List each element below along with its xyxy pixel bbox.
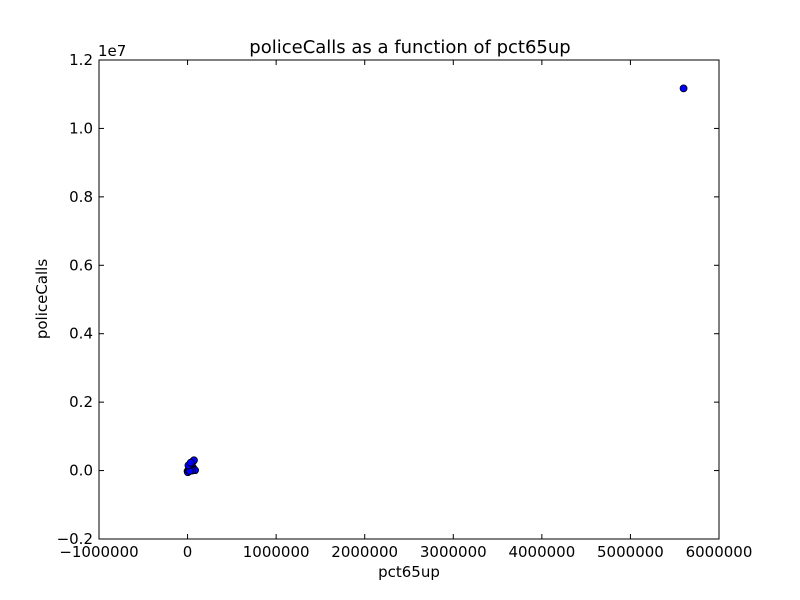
scatter-point [679,84,688,93]
y-tick-label: 1.0 [69,119,93,137]
x-tick-label: 1000000 [243,543,310,561]
x-tick-label: 2000000 [331,543,398,561]
y-axis-ticks: −0.2 0.0 0.2 0.4 0.6 0.8 1.0 1.2 [57,51,719,548]
plot-area-frame [98,59,720,540]
x-tick-label: 5000000 [597,543,664,561]
x-axis-label: pct65up [378,563,440,581]
x-tick-label: 4000000 [508,543,575,561]
chart-title: policeCalls as a function of pct65up [249,37,570,58]
y-tick-label: 0.8 [69,188,93,206]
x-tick-label: 3000000 [420,543,487,561]
y-tick-label: 1.2 [69,51,93,69]
y-tick-label: 0.6 [69,256,93,274]
y-tick-label: 0.2 [69,393,93,411]
x-axis-ticks: −1000000 0 1000000 2000000 3000000 4000000 500… [59,60,752,561]
scatter-points [183,84,688,477]
y-tick-label: 0.4 [69,325,93,343]
x-tick-label: −1000000 [59,543,138,561]
x-tick-label: 6000000 [686,543,753,561]
y-tick-label: 0.0 [69,462,93,480]
scatter-point [186,458,195,467]
y-axis-offset-label: 1e7 [98,42,126,60]
x-tick-label: 0 [183,543,193,561]
y-axis-label: policeCalls [33,259,51,340]
y-tick-label: −0.2 [57,530,93,548]
